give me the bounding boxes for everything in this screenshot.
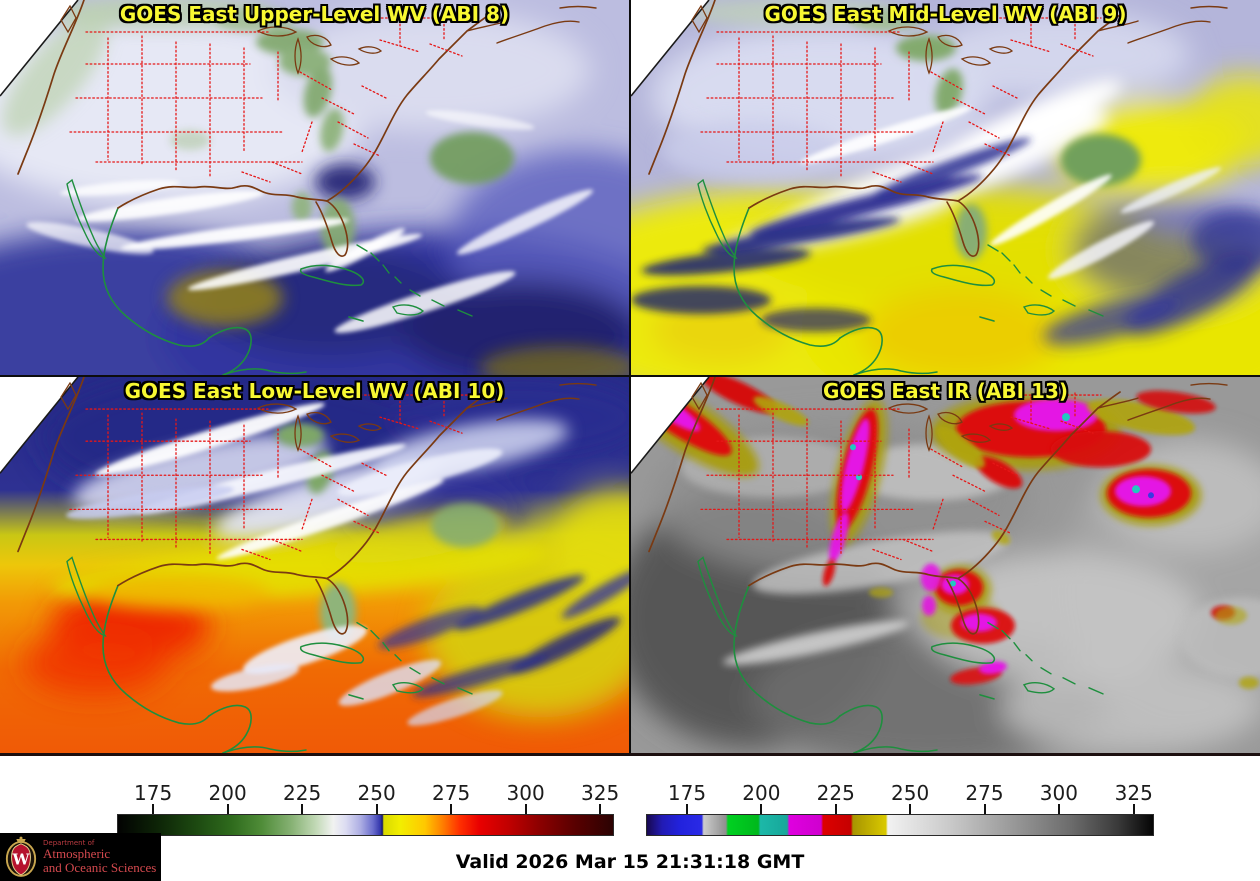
svg-text:W: W (12, 851, 31, 869)
colorbar-wv-labels: 175 200 225 250 275 300 325 (118, 781, 619, 805)
tick-label: 300 (1039, 781, 1078, 805)
logo-line-2: Atmospheric (43, 846, 111, 861)
ir-image (631, 377, 1260, 753)
colorbar-ir-gradient (646, 814, 1154, 836)
colorbar-wv-ticks (118, 804, 613, 814)
tick-label: 275 (965, 781, 1004, 805)
uw-crest-icon: W (5, 836, 37, 877)
colorbar-ir: 175 200 225 250 275 300 325 (646, 782, 1154, 838)
aos-logo: W Department of Atmospheric and Oceanic … (0, 833, 161, 881)
footer: 175 200 225 250 275 300 325 175 200 225 … (0, 756, 1260, 881)
colorbar-wv: 175 200 225 250 275 300 325 (117, 781, 619, 838)
tick-label: 225 (816, 781, 855, 805)
low-level-wv-image (0, 377, 629, 753)
tick-label: 175 (134, 781, 173, 805)
tick-label: 225 (283, 781, 322, 805)
panel-low-level-wv: GOES East Low-Level WV (ABI 10) (0, 377, 629, 753)
colorbar-wv-gradient (117, 814, 614, 836)
panel-ir: GOES East IR (ABI 13) (631, 377, 1260, 753)
panel-mid-level-wv: GOES East Mid-Level WV (ABI 9) (631, 0, 1260, 375)
tick-label: 175 (667, 781, 707, 805)
tick-label: 200 (208, 781, 247, 805)
tick-label: 250 (891, 781, 930, 805)
upper-level-wv-image (0, 0, 629, 375)
logo-text: Department of Atmospheric and Oceanic Sc… (43, 839, 156, 875)
tick-label: 325 (581, 781, 620, 805)
colorbar-ir-labels: 175 200 225 250 275 300 325 (647, 782, 1153, 804)
tick-label: 200 (742, 781, 781, 805)
tick-label: 275 (432, 781, 471, 805)
colorbar-ir-ticks (647, 804, 1153, 814)
valid-timestamp: Valid 2026 Mar 15 21:31:18 GMT (455, 851, 805, 873)
logo-line-1: Department of (43, 839, 95, 847)
mid-level-wv-image (631, 0, 1260, 375)
tick-label: 300 (506, 781, 545, 805)
logo-line-3: and Oceanic Sciences (43, 860, 157, 875)
tick-label: 325 (1114, 781, 1153, 805)
tick-label: 250 (357, 781, 396, 805)
panel-upper-level-wv: GOES East Upper-Level WV (ABI 8) (0, 0, 629, 375)
panel-grid: GOES East Upper-Level WV (ABI 8) (0, 0, 1260, 756)
